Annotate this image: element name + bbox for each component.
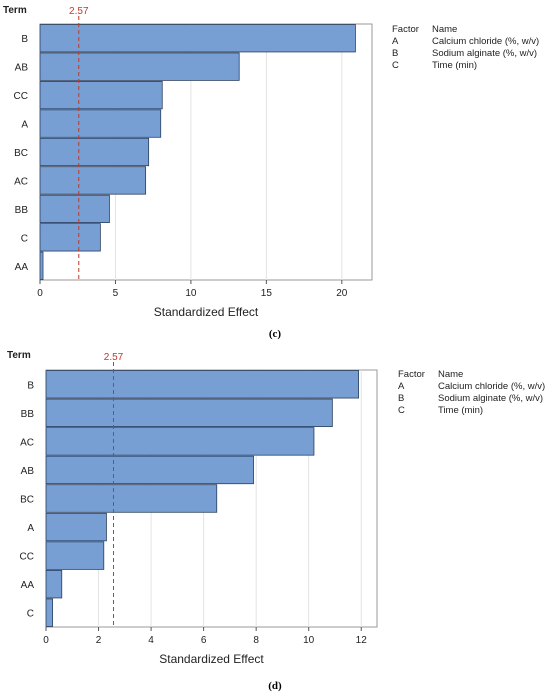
x-tick-label: 2 xyxy=(96,635,102,646)
term-label-bb: BB xyxy=(21,409,35,420)
bar-aa xyxy=(39,251,44,280)
bar-b xyxy=(39,24,356,53)
legend-factor: B xyxy=(398,393,405,404)
bar-bb xyxy=(39,194,110,224)
term-label-ab: AB xyxy=(15,63,29,74)
x-tick-label: 0 xyxy=(43,635,49,646)
term-label-c: C xyxy=(27,609,34,620)
legend-header-name: Name xyxy=(432,24,458,35)
legend-factor: A xyxy=(392,36,399,47)
x-tick-label: 4 xyxy=(148,635,154,646)
legend-name: Calcium chloride (%, w/v) xyxy=(432,36,540,47)
term-label-cc: CC xyxy=(14,91,28,102)
legend-name: Sodium alginate (%, w/v) xyxy=(438,393,544,404)
bar-bc xyxy=(39,137,150,167)
bar-a xyxy=(39,109,162,138)
factor-legend-c: Factor Name A Calcium chloride (%, w/v) … xyxy=(392,24,539,72)
factor-legend-d: Factor Name A Calcium chloride (%, w/v) … xyxy=(398,369,545,417)
legend-row-a: A Calcium chloride (%, w/v) xyxy=(398,381,545,393)
bar-ab xyxy=(39,52,240,81)
bar-bc xyxy=(45,484,218,513)
legend-factor: B xyxy=(392,48,399,59)
term-label-ab: AB xyxy=(21,466,35,477)
bar-c xyxy=(39,223,101,252)
legend-header-factor: Factor xyxy=(392,24,419,35)
x-tick-label: 6 xyxy=(201,635,207,646)
x-axis-title: Standardized Effect xyxy=(159,652,264,666)
caption-c: (c) xyxy=(268,328,282,340)
legend-name: Calcium chloride (%, w/v) xyxy=(438,381,546,392)
legend-row-c: C Time (min) xyxy=(392,60,539,72)
legend-header: Factor Name xyxy=(392,24,539,36)
bar-aa xyxy=(45,569,63,599)
legend-row-b: B Sodium alginate (%, w/v) xyxy=(398,393,545,405)
legend-header: Factor Name xyxy=(398,369,545,381)
bar-cc xyxy=(39,80,163,110)
bar-bb xyxy=(45,398,333,428)
term-header: Term xyxy=(7,350,31,361)
legend-factor: C xyxy=(392,60,399,71)
reference-line-label: 2.57 xyxy=(69,6,89,17)
x-tick-label: 15 xyxy=(261,288,273,299)
term-label-aa: AA xyxy=(15,262,29,273)
term-label-ac: AC xyxy=(20,437,34,448)
pareto-chart-d: B BB AC AB BC A CC AA C 2.57 0 2 4 6 8 10 12 Standardized… xyxy=(0,345,550,694)
term-label-bb: BB xyxy=(15,205,29,216)
legend-name: Sodium alginate (%, w/v) xyxy=(432,48,538,59)
x-tick-label: 0 xyxy=(37,288,43,299)
term-label-aa: AA xyxy=(21,580,35,591)
term-label-cc: CC xyxy=(20,552,34,563)
x-tick-label: 20 xyxy=(336,288,348,299)
term-label-a: A xyxy=(21,120,28,131)
bar-b xyxy=(45,370,360,399)
caption-d: (d) xyxy=(268,680,282,692)
bar-ac xyxy=(39,166,147,195)
x-tick-label: 5 xyxy=(113,288,119,299)
legend-factor: C xyxy=(398,405,405,416)
x-tick-label: 12 xyxy=(356,635,368,646)
term-header: Term xyxy=(3,5,27,16)
bar-ac xyxy=(45,427,315,456)
term-label-bc: BC xyxy=(20,495,34,506)
legend-name: Time (min) xyxy=(432,60,478,71)
term-label-b: B xyxy=(21,34,28,45)
legend-header-factor: Factor xyxy=(398,369,425,380)
x-tick-label: 10 xyxy=(185,288,197,299)
pareto-chart-c-plot: B AB CC A BC AC BB C AA 2.57 0 5 10 15 20 Standardized … xyxy=(3,5,373,319)
bar-a xyxy=(45,512,107,542)
legend-name: Time (min) xyxy=(438,405,484,416)
x-tick-label: 10 xyxy=(303,635,315,646)
legend-factor: A xyxy=(398,381,405,392)
pareto-chart-c: B AB CC A BC AC BB C AA 2.57 0 5 10 15 20 Standardized … xyxy=(0,0,550,345)
reference-line-label: 2.57 xyxy=(104,352,124,363)
x-tick-label: 8 xyxy=(253,635,259,646)
term-label-a: A xyxy=(27,523,34,534)
term-label-c: C xyxy=(21,233,28,244)
term-label-bc: BC xyxy=(14,148,28,159)
bar-cc xyxy=(45,541,105,570)
legend-row-c: C Time (min) xyxy=(398,405,545,417)
x-axis-title: Standardized Effect xyxy=(154,305,259,319)
bar-ab xyxy=(45,455,254,485)
legend-header-name: Name xyxy=(438,369,464,380)
term-label-ac: AC xyxy=(14,176,28,187)
legend-row-b: B Sodium alginate (%, w/v) xyxy=(392,48,539,60)
bar-c xyxy=(45,598,53,627)
term-label-b: B xyxy=(27,380,34,391)
legend-row-a: A Calcium chloride (%, w/v) xyxy=(392,36,539,48)
